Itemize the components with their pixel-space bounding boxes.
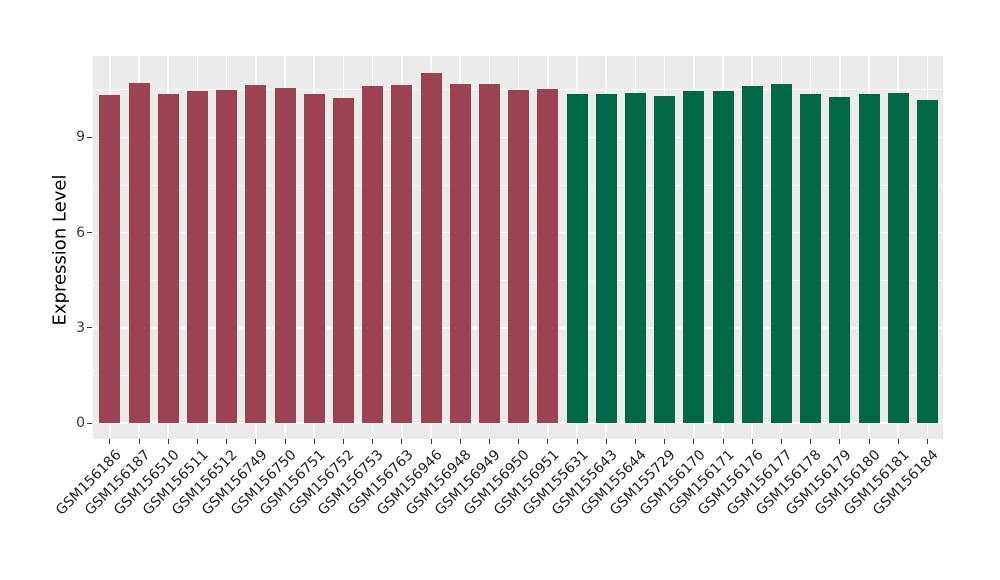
bar-GSM156749 [245,85,267,423]
x-tick-mark [459,439,461,444]
x-tick-mark [780,439,782,444]
y-tick-label: 0 [76,415,85,431]
bar-GSM155644 [624,93,646,423]
bar-GSM156752 [332,98,354,423]
bar-GSM156179 [829,96,851,423]
x-tick-mark [547,439,549,444]
y-axis-title: Expression Level [49,174,71,326]
bar-GSM156170 [683,90,705,423]
x-tick-mark [634,439,636,444]
bar-GSM156946 [420,73,442,423]
x-tick-mark [284,439,286,444]
plot-panel [93,56,943,439]
x-tick-mark [226,439,228,444]
bar-GSM155729 [654,95,676,423]
x-tick-mark [138,439,140,444]
bar-GSM156510 [157,93,179,423]
bar-GSM156750 [274,87,296,423]
bar-GSM156949 [478,83,500,423]
bar-GSM156178 [800,93,822,423]
x-tick-mark [342,439,344,444]
bar-GSM156187 [128,83,150,423]
bar-GSM156753 [362,86,384,423]
bar-GSM156176 [741,85,763,423]
x-tick-mark [196,439,198,444]
y-tick-mark [87,232,92,234]
bar-GSM156177 [770,83,792,423]
y-tick-mark [87,422,92,424]
x-tick-mark [664,439,666,444]
y-tick-mark [87,327,92,329]
x-tick-mark [839,439,841,444]
bar-GSM156763 [391,85,413,423]
bar-GSM155643 [595,93,617,423]
y-tick-label: 6 [76,224,85,241]
x-tick-mark [255,439,257,444]
bar-GSM156171 [712,90,734,423]
x-tick-mark [430,439,432,444]
x-tick-mark [722,439,724,444]
x-tick-mark [926,439,928,444]
x-tick-mark [109,439,111,444]
bar-GSM156948 [449,84,471,423]
bar-GSM156180 [858,93,880,423]
bar-GSM156950 [508,90,530,423]
x-tick-mark [401,439,403,444]
x-tick-mark [605,439,607,444]
bar-GSM156181 [887,92,909,423]
bar-GSM156186 [99,94,121,423]
x-tick-mark [576,439,578,444]
x-tick-mark [751,439,753,444]
bar-GSM156751 [303,93,325,423]
x-tick-mark [167,439,169,444]
y-tick-label: 9 [76,129,85,146]
y-tick-label: 3 [76,319,85,336]
x-tick-mark [897,439,899,444]
y-tick-mark [87,136,92,138]
bar-GSM155631 [566,94,588,423]
bar-GSM156512 [216,89,238,423]
x-tick-mark [868,439,870,444]
bar-GSM156511 [186,91,208,423]
x-tick-mark [810,439,812,444]
x-tick-mark [488,439,490,444]
bar-GSM156184 [916,99,938,423]
x-tick-mark [313,439,315,444]
x-tick-mark [372,439,374,444]
x-tick-mark [518,439,520,444]
x-tick-mark [693,439,695,444]
bar-GSM156951 [537,88,559,423]
